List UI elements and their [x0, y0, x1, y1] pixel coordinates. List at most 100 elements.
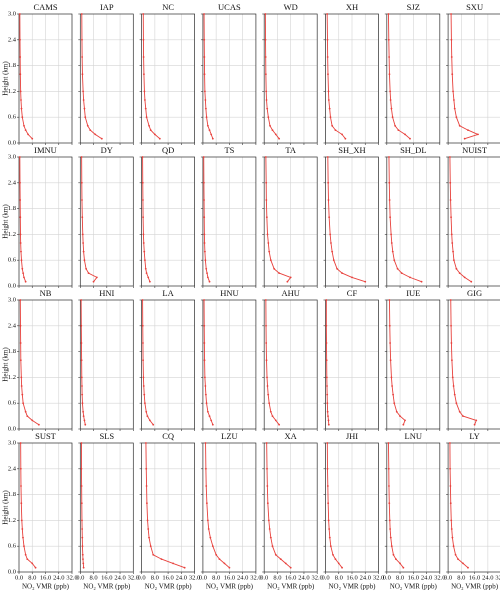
profile-marker: [31, 562, 34, 565]
profile-marker: [325, 299, 328, 301]
profile-marker: [449, 485, 452, 487]
profile-line: [326, 442, 343, 568]
y-tick-label: 2.4: [8, 36, 17, 43]
profile-marker: [265, 359, 268, 362]
profile-marker: [81, 402, 84, 405]
profile-marker: [463, 276, 466, 279]
profile-marker: [266, 107, 269, 110]
profile-line: [325, 300, 330, 425]
profile-marker: [81, 528, 84, 530]
profile-marker: [267, 519, 270, 522]
x-tick-label: 16.0: [40, 574, 51, 581]
y-tick-label: 1.2: [8, 88, 16, 95]
x-tick-label: 24.0: [421, 574, 432, 581]
profile-marker: [364, 280, 367, 283]
profile-line: [266, 442, 291, 569]
profile-marker: [144, 99, 146, 101]
panel: LY 0.0 8.0 16.024.032.0 NO₂ VMR (ppb): [444, 431, 500, 591]
profile-marker: [142, 56, 145, 58]
panel-title: WD: [284, 2, 298, 12]
y-tick-label: 1.8: [8, 205, 16, 212]
panel-title: TS: [224, 145, 234, 155]
profile-marker: [450, 324, 452, 327]
profile-line: [265, 299, 280, 425]
x-tick-label: 32.0: [312, 574, 323, 581]
profile-marker: [278, 423, 281, 426]
x-tick-label: 8.0: [89, 574, 97, 581]
profile-marker: [325, 359, 328, 362]
profile-marker: [148, 124, 150, 127]
profile-marker: [81, 233, 84, 236]
profile-line: [81, 443, 85, 568]
profile-marker: [452, 259, 455, 262]
profile-marker: [19, 181, 21, 184]
y-tick-label: 1.2: [8, 374, 16, 381]
profile-line: [449, 156, 472, 283]
profile-marker: [341, 566, 343, 569]
x-tick-label: 16.0: [408, 574, 419, 581]
panel-title: UCAS: [218, 2, 241, 12]
profile-marker: [81, 536, 84, 539]
profile-line: [203, 13, 214, 139]
profile-marker: [206, 272, 208, 274]
profile-marker: [81, 545, 84, 548]
profile-marker: [289, 276, 292, 279]
profile-marker: [327, 419, 330, 422]
plot-frame: [325, 442, 379, 573]
profile-marker: [452, 385, 455, 387]
profile-marker: [19, 442, 22, 444]
profile-marker: [328, 536, 331, 539]
profile-marker: [82, 558, 84, 560]
profile-marker: [148, 419, 151, 422]
profile-marker: [19, 467, 22, 470]
profile-marker: [390, 233, 393, 236]
profile-marker: [172, 562, 174, 565]
profile-marker: [284, 562, 287, 565]
profile-marker: [204, 393, 207, 396]
x-tick-label: 8.0: [335, 574, 343, 581]
profile-marker: [392, 553, 395, 556]
panel-title: XA: [285, 431, 298, 441]
y-tick-label: 1.8: [8, 491, 16, 498]
x-tick-label: 32.0: [128, 574, 139, 581]
profile-marker: [31, 419, 34, 422]
x-tick-label: 8.0: [151, 574, 159, 581]
profile-marker: [326, 410, 329, 413]
profile-marker: [457, 558, 459, 560]
profile-marker: [389, 536, 392, 539]
profile-marker: [100, 137, 103, 140]
profile-marker: [147, 528, 150, 530]
profile-marker: [203, 233, 206, 236]
profile-marker: [203, 216, 206, 219]
profile-marker: [450, 342, 453, 344]
profile-marker: [206, 410, 209, 413]
profile-marker: [82, 566, 85, 569]
profile-marker: [327, 502, 330, 505]
profile-marker: [215, 553, 218, 556]
profile-marker: [328, 528, 331, 530]
plot-frame: [447, 299, 500, 430]
profile-marker: [467, 566, 469, 569]
profile-marker: [388, 156, 390, 158]
profile-line: [388, 13, 411, 140]
panel-title: IAP: [100, 2, 114, 12]
profile-marker: [145, 410, 148, 413]
profile-marker: [452, 90, 454, 93]
profile-marker: [271, 415, 274, 417]
profile-marker: [81, 553, 84, 556]
profile-marker: [143, 73, 145, 76]
y-axis-label: Height (km): [2, 204, 10, 239]
profile-line: [81, 156, 98, 282]
profile-marker: [26, 415, 29, 417]
profile-marker: [81, 73, 84, 76]
x-tick-label: 24.0: [237, 574, 248, 581]
profile-marker: [19, 199, 22, 201]
profile-marker: [144, 402, 146, 405]
profile-marker: [388, 199, 391, 201]
x-tick-label: 0.0: [199, 574, 207, 581]
y-tick-label: 3.0: [8, 296, 16, 303]
profile-marker: [328, 216, 331, 219]
profile-marker: [142, 38, 145, 41]
profile-marker: [209, 536, 212, 539]
